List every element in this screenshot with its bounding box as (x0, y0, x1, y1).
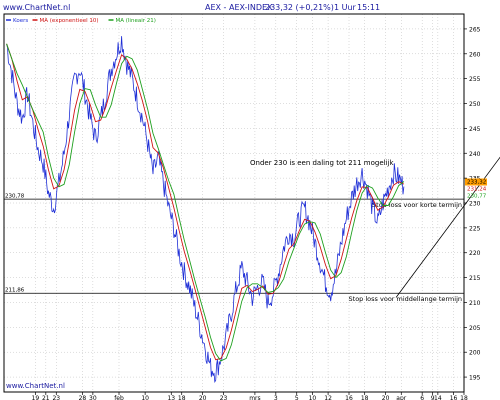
last-value-badge-bg (465, 178, 487, 186)
x-axis: 19 21 23 28 30 feb 10 13 18 20 23 mrs 3 5 10 12 16 18 20 ap… (32, 392, 468, 400)
series (6, 36, 405, 383)
x-tick-label: 10 (309, 395, 317, 400)
y-tick-label: 255 (469, 76, 481, 83)
x-tick-label: 30 (89, 395, 97, 400)
x-tick-label: 13 (167, 395, 175, 400)
x-tick-label: 23 (52, 395, 60, 400)
x-tick-label: 6 (420, 395, 424, 400)
legend: Koers MA (exponentieel 10) MA (lineair 21) (6, 18, 156, 24)
level-label: 211,86 (5, 288, 25, 294)
last-value-badge: 230,77 (467, 193, 487, 199)
y-tick-label: 195 (469, 375, 481, 382)
y-tick-label: 260 (469, 51, 481, 58)
x-tick-label: mrs (249, 395, 260, 400)
x-tick-label: 18 (361, 395, 369, 400)
x-tick-label: 20 (199, 395, 207, 400)
x-tick-label: 5 (295, 395, 299, 400)
y-tick-label: 220 (469, 250, 481, 257)
x-tick-label: 14 (434, 395, 442, 400)
footer-brand: www.ChartNet.nl (6, 382, 65, 390)
ma21-line (6, 43, 405, 362)
interval-label: 1 Uur (334, 3, 357, 12)
legend-entry: MA (lineair 21) (116, 18, 156, 24)
annotation-note: Onder 230 is een daling tot 211 mogelijk (250, 159, 394, 167)
x-tick-label: apr (396, 395, 406, 400)
x-tick-label: 16 (450, 395, 458, 400)
x-tick-label: 18 (460, 395, 468, 400)
time-label: 15:11 (357, 3, 380, 12)
trendline (395, 156, 500, 298)
y-tick-label: 225 (469, 225, 481, 232)
y-tick-label: 245 (469, 126, 481, 133)
y-tick-label: 210 (469, 300, 481, 307)
brand-label: www.ChartNet.nl (3, 3, 70, 12)
y-tick-label: 215 (469, 275, 481, 282)
level-label: 230,78 (5, 194, 25, 200)
level-annotation: Stop loss voor middellange termijn (349, 295, 462, 303)
x-tick-label: 12 (324, 395, 332, 400)
level-annotation: Stop loss voor korte termijn (372, 201, 462, 209)
x-tick-label: 9 (431, 395, 435, 400)
ma10-line (6, 43, 405, 361)
last-value-badge: 233,32 (467, 179, 486, 185)
quote-value: 233,32 (+0,21%) (265, 3, 334, 12)
x-tick-label: 21 (42, 395, 50, 400)
last-value-badge: 231,24 (467, 186, 487, 192)
y-tick-label: 265 (469, 26, 481, 33)
legend-entry: MA (exponentieel 10) (40, 18, 99, 24)
y-tick-label: 205 (469, 325, 481, 332)
y-tick-label: 230 (469, 201, 481, 208)
x-tick-label: 10 (141, 395, 149, 400)
y-tick-label: 200 (469, 350, 481, 357)
y-tick-label: 250 (469, 101, 481, 108)
x-tick-label: feb (114, 395, 124, 400)
x-tick-label: 16 (345, 395, 353, 400)
price-line (6, 36, 405, 383)
x-tick-label: 28 (79, 395, 87, 400)
legend-entry: Koers (13, 18, 28, 24)
x-tick-label: 3 (274, 395, 278, 400)
x-tick-label: 23 (220, 395, 228, 400)
y-tick-label: 240 (469, 151, 481, 158)
chart-title: AEX - AEX-INDEX (205, 3, 273, 12)
x-tick-label: 20 (382, 395, 390, 400)
x-tick-label: 18 (178, 395, 186, 400)
x-tick-label: 19 (32, 395, 40, 400)
levels: 230,78 Stop loss voor korte termijn 211,86… (4, 156, 500, 303)
